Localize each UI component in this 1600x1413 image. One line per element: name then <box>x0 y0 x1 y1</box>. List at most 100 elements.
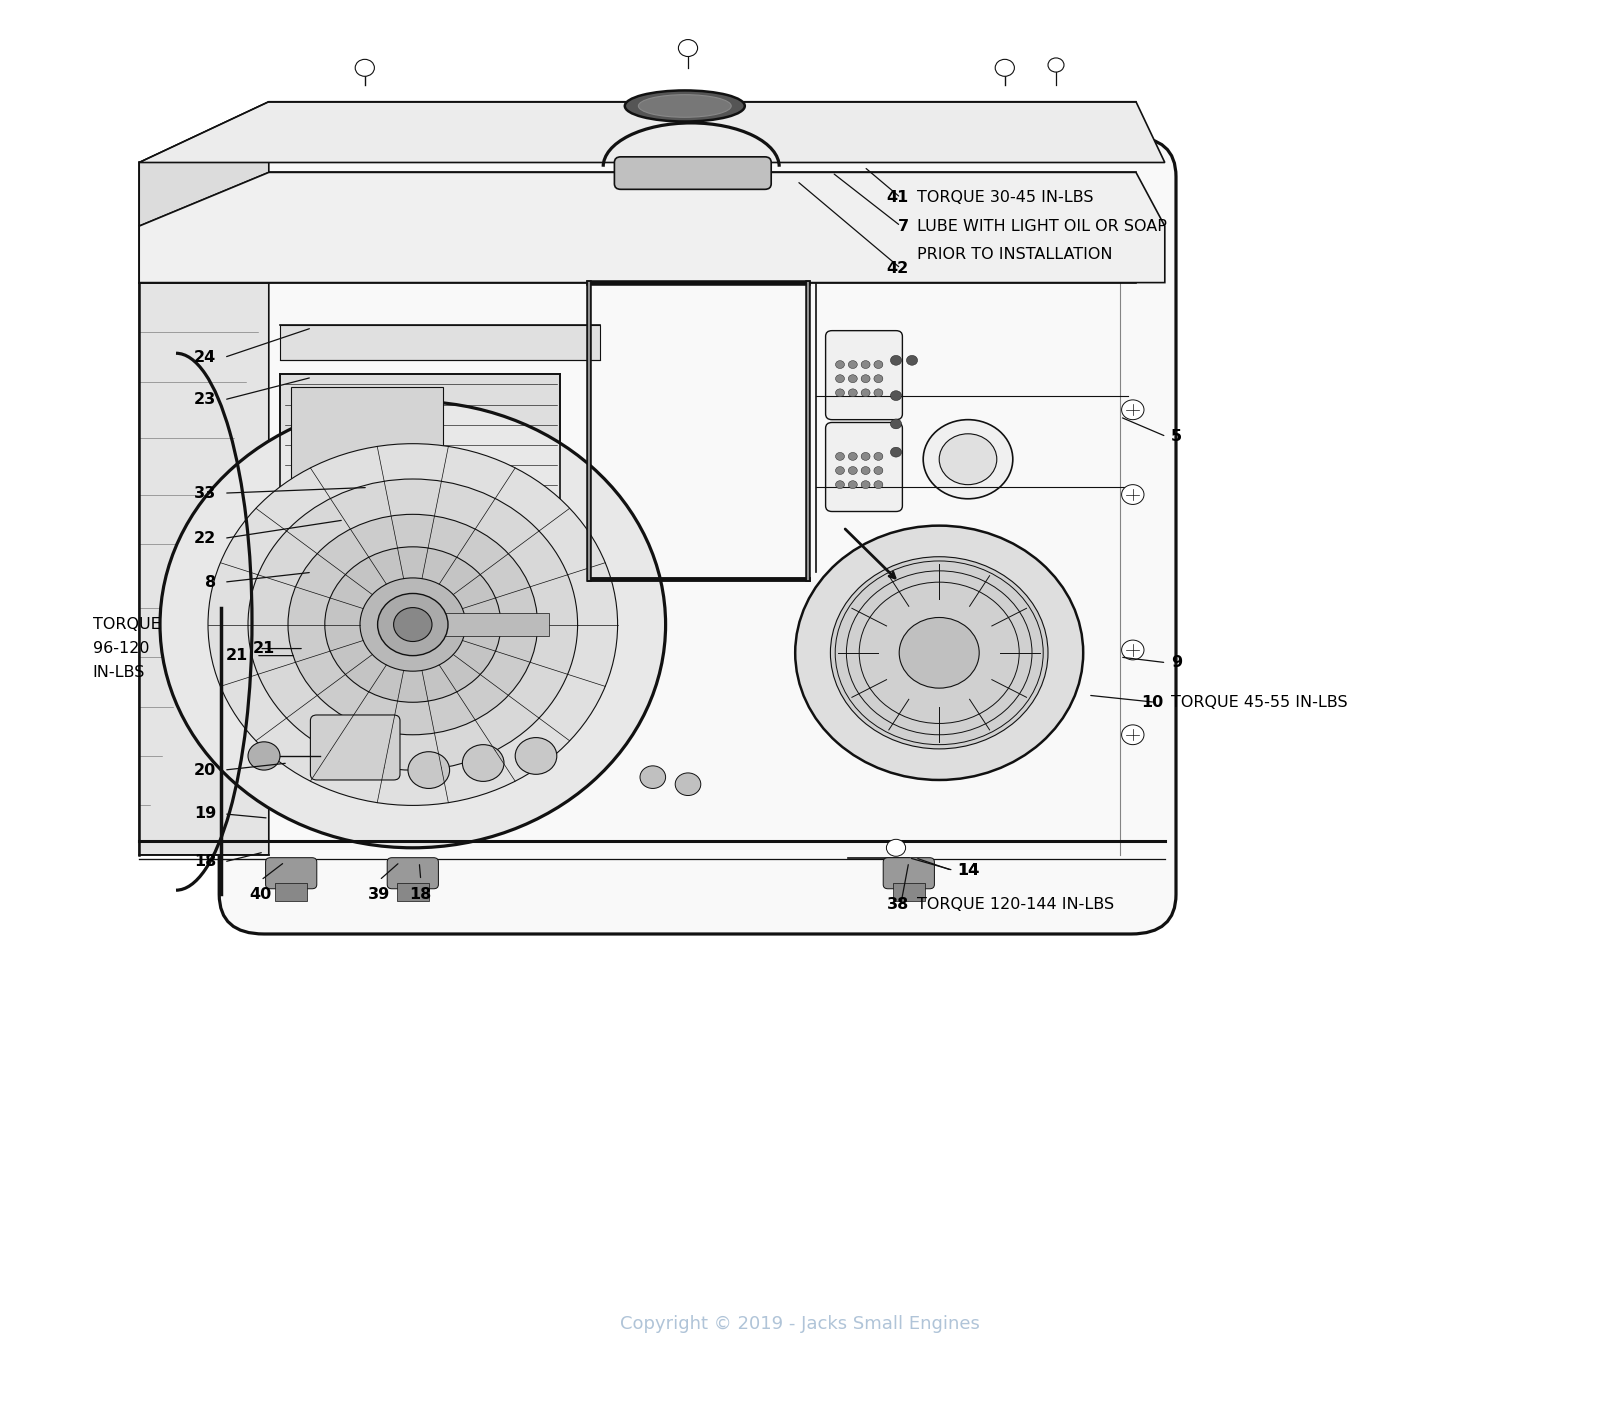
Circle shape <box>1122 725 1144 745</box>
Text: 5: 5 <box>1171 430 1182 444</box>
Circle shape <box>1122 485 1144 504</box>
Circle shape <box>995 59 1014 76</box>
Circle shape <box>848 466 858 475</box>
Circle shape <box>874 360 883 369</box>
Ellipse shape <box>638 95 731 117</box>
Bar <box>413 613 549 636</box>
Bar <box>397 883 429 901</box>
Circle shape <box>891 355 902 366</box>
Text: 14: 14 <box>957 863 979 877</box>
Circle shape <box>861 389 870 397</box>
Bar <box>893 883 925 901</box>
Text: 18: 18 <box>194 855 216 869</box>
Circle shape <box>640 766 666 788</box>
Circle shape <box>848 360 858 369</box>
FancyBboxPatch shape <box>883 858 934 889</box>
Circle shape <box>248 479 578 770</box>
Circle shape <box>462 745 504 781</box>
Polygon shape <box>139 172 1165 283</box>
Text: 23: 23 <box>194 393 216 407</box>
Bar <box>280 325 600 360</box>
Text: 18: 18 <box>410 887 432 903</box>
FancyBboxPatch shape <box>826 422 902 512</box>
Circle shape <box>288 514 538 735</box>
Circle shape <box>355 59 374 76</box>
Circle shape <box>1122 640 1144 660</box>
Bar <box>275 883 307 901</box>
Polygon shape <box>139 102 1165 162</box>
Circle shape <box>939 434 997 485</box>
Circle shape <box>848 452 858 461</box>
Text: 22: 22 <box>194 531 216 545</box>
Circle shape <box>408 752 450 788</box>
FancyBboxPatch shape <box>826 331 902 420</box>
FancyBboxPatch shape <box>219 137 1176 934</box>
Circle shape <box>874 389 883 397</box>
Circle shape <box>891 418 902 430</box>
Text: 21: 21 <box>226 649 248 663</box>
Circle shape <box>160 401 666 848</box>
Circle shape <box>515 738 557 774</box>
Circle shape <box>848 480 858 489</box>
Circle shape <box>891 447 902 458</box>
Text: 96-120: 96-120 <box>93 642 149 656</box>
Circle shape <box>861 360 870 369</box>
Circle shape <box>325 547 501 702</box>
Text: 21: 21 <box>253 642 275 656</box>
Circle shape <box>360 578 466 671</box>
Circle shape <box>835 452 845 461</box>
Text: 8: 8 <box>205 575 216 589</box>
Text: IN-LBS: IN-LBS <box>93 666 146 680</box>
Text: 19: 19 <box>194 807 216 821</box>
Circle shape <box>678 40 698 57</box>
Circle shape <box>208 444 618 805</box>
Text: 20: 20 <box>194 763 216 777</box>
Text: 7: 7 <box>898 219 909 233</box>
Circle shape <box>835 360 845 369</box>
Circle shape <box>1048 58 1064 72</box>
Text: 33: 33 <box>194 486 216 500</box>
Text: PRIOR TO INSTALLATION: PRIOR TO INSTALLATION <box>917 247 1112 261</box>
Text: 38: 38 <box>886 897 909 911</box>
Text: 41: 41 <box>886 191 909 205</box>
FancyBboxPatch shape <box>266 858 317 889</box>
Text: 14: 14 <box>957 863 979 877</box>
Circle shape <box>835 374 845 383</box>
Text: TORQUE: TORQUE <box>93 617 160 632</box>
Circle shape <box>675 773 701 796</box>
Circle shape <box>861 452 870 461</box>
Text: 42: 42 <box>886 261 909 276</box>
FancyBboxPatch shape <box>387 858 438 889</box>
Circle shape <box>835 466 845 475</box>
Circle shape <box>795 526 1083 780</box>
Circle shape <box>248 742 280 770</box>
Circle shape <box>874 452 883 461</box>
Text: 10: 10 <box>1141 695 1163 709</box>
Text: 40: 40 <box>250 887 272 903</box>
Text: Copyright © 2019 - Jacks Small Engines: Copyright © 2019 - Jacks Small Engines <box>621 1316 979 1332</box>
Circle shape <box>830 557 1048 749</box>
Circle shape <box>861 480 870 489</box>
Circle shape <box>874 466 883 475</box>
FancyBboxPatch shape <box>310 715 400 780</box>
Text: 39: 39 <box>368 887 390 903</box>
Bar <box>280 374 560 537</box>
Ellipse shape <box>624 90 744 122</box>
Text: TORQUE 45-55 IN-LBS: TORQUE 45-55 IN-LBS <box>1171 695 1347 709</box>
Circle shape <box>906 355 918 366</box>
Circle shape <box>891 390 902 401</box>
Polygon shape <box>139 102 269 226</box>
Circle shape <box>378 593 448 656</box>
FancyBboxPatch shape <box>614 157 771 189</box>
Circle shape <box>874 480 883 489</box>
Text: TORQUE 30-45 IN-LBS: TORQUE 30-45 IN-LBS <box>917 191 1093 205</box>
Text: 9: 9 <box>1171 656 1182 670</box>
Circle shape <box>861 466 870 475</box>
Text: LUBE WITH LIGHT OIL OR SOAP: LUBE WITH LIGHT OIL OR SOAP <box>917 219 1166 233</box>
Circle shape <box>874 374 883 383</box>
Circle shape <box>861 374 870 383</box>
Circle shape <box>923 420 1013 499</box>
Circle shape <box>1122 400 1144 420</box>
Circle shape <box>835 389 845 397</box>
Circle shape <box>835 480 845 489</box>
